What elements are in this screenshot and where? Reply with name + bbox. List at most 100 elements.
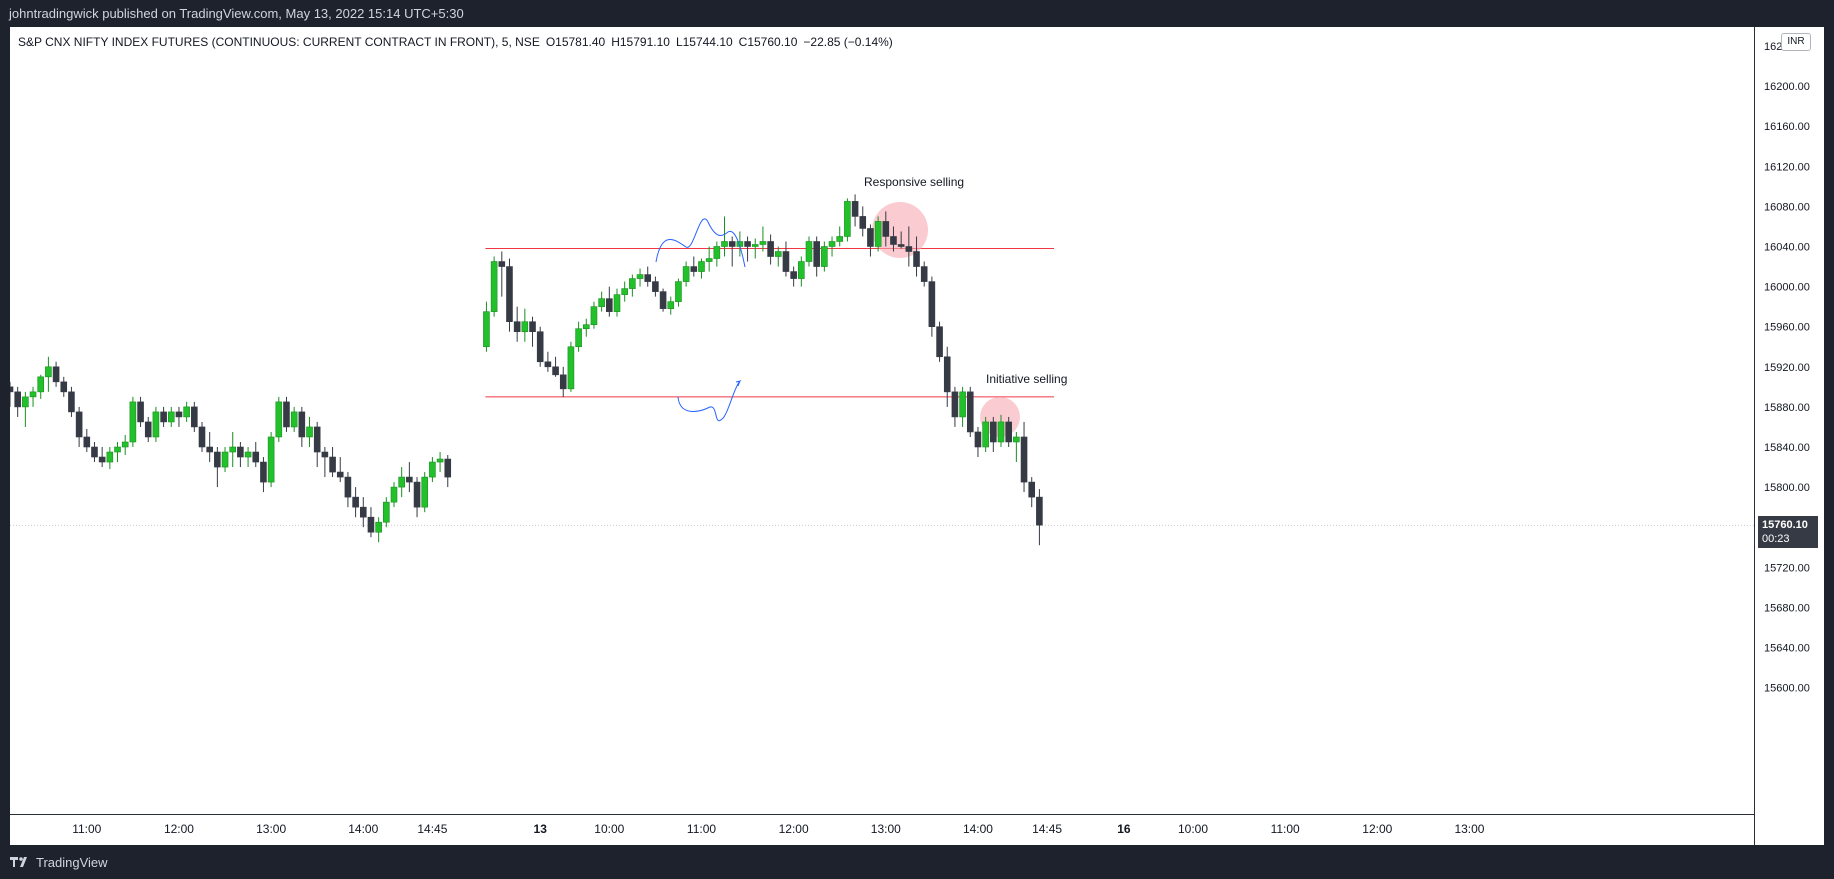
- candle-body-down: [536, 331, 544, 363]
- candle-body-down: [905, 246, 913, 252]
- candle-body-down: [744, 241, 751, 247]
- candle: [1013, 431, 1020, 463]
- candle: [290, 406, 298, 432]
- candle: [398, 467, 405, 498]
- candle-body-up: [290, 411, 298, 428]
- candle-body-down: [329, 456, 336, 473]
- candle-body-down: [867, 228, 874, 247]
- candle-body-down: [529, 321, 536, 333]
- price-tick-label: 15720.00: [1764, 562, 1810, 574]
- candle: [214, 447, 221, 488]
- price-tick-label: 16120.00: [1764, 161, 1810, 173]
- candle-body-up: [375, 521, 382, 533]
- candle: [206, 431, 213, 463]
- candle-body-down: [1020, 436, 1028, 483]
- candle-body-up: [821, 246, 828, 267]
- time-axis[interactable]: 11:00 12:00 13:00 14:00 14:45 13 10:00 11:00 12:…: [10, 814, 1754, 845]
- price-tick-label: 15680.00: [1764, 602, 1810, 614]
- candle-body-up: [29, 391, 37, 398]
- candle: [836, 226, 844, 247]
- candle: [913, 236, 920, 277]
- candle-body-up: [398, 476, 405, 488]
- chart-annotation[interactable]: Responsive selling: [864, 175, 964, 189]
- candle-body-up: [221, 451, 229, 468]
- candle: [990, 416, 997, 453]
- candle: [813, 236, 820, 277]
- candle: [229, 431, 237, 468]
- candle: [867, 224, 874, 257]
- candle-body-down: [83, 436, 91, 448]
- candle: [544, 351, 552, 372]
- price-tick-label: 15600.00: [1764, 683, 1810, 695]
- candle-body-up: [575, 328, 582, 348]
- candle: [552, 356, 559, 377]
- candle-body-up: [759, 241, 767, 245]
- candle-body-down: [413, 481, 421, 508]
- candle: [728, 236, 736, 267]
- candle-body-up: [383, 501, 390, 523]
- candle: [152, 406, 160, 442]
- symbol-name[interactable]: S&P CNX NIFTY INDEX FUTURES (CONTINUOUS:…: [18, 35, 540, 49]
- candle: [936, 321, 943, 362]
- time-tick-label: 13:00: [1454, 822, 1484, 836]
- currency-badge[interactable]: INR: [1781, 33, 1811, 51]
- time-tick-label: 14:00: [963, 822, 993, 836]
- candle-body-down: [444, 458, 452, 478]
- candle-body-down: [782, 251, 790, 272]
- candle: [260, 457, 267, 493]
- candle: [844, 198, 851, 242]
- candle-body-up: [636, 274, 644, 279]
- chart-annotation[interactable]: Initiative selling: [986, 372, 1067, 386]
- candle: [851, 194, 859, 227]
- chart-legend: S&P CNX NIFTY INDEX FUTURES (CONTINUOUS:…: [18, 35, 899, 49]
- candle-body-down: [336, 471, 344, 478]
- candle-body-up: [582, 324, 590, 330]
- ohlc-open: O15781.40: [545, 35, 606, 49]
- candle: [429, 457, 436, 483]
- candle: [83, 428, 91, 453]
- time-tick-label: 13:00: [256, 822, 286, 836]
- price-axis[interactable]: 15600.0015640.0015680.0015720.0015760.00…: [1754, 27, 1824, 845]
- candle-body-up: [521, 321, 529, 333]
- candle-body-up: [183, 406, 190, 418]
- candle: [774, 246, 782, 267]
- candle-body-up: [267, 436, 275, 483]
- candle: [782, 241, 790, 277]
- candle: [951, 386, 959, 427]
- candle-body-down: [943, 356, 951, 393]
- candlestick-chart[interactable]: Responsive selling Initiative selling: [10, 27, 1754, 814]
- candle-body-down: [260, 461, 267, 483]
- candle: [298, 406, 306, 447]
- candle: [744, 236, 751, 262]
- candle: [606, 286, 613, 317]
- candle: [659, 288, 667, 312]
- candle-body-down: [60, 381, 68, 393]
- candle-body-down: [513, 321, 521, 333]
- candle-body-down: [890, 236, 897, 245]
- candle: [613, 288, 621, 317]
- candle-body-down: [552, 366, 559, 376]
- candle-body-down: [1028, 481, 1036, 498]
- candle: [367, 507, 375, 538]
- tradingview-footer: TradingView: [0, 845, 1834, 879]
- candle: [144, 416, 152, 442]
- candle-body-down: [652, 281, 659, 292]
- candle: [721, 216, 728, 257]
- candle-body-up: [805, 241, 813, 262]
- drawn-wave-lower[interactable]: [677, 380, 742, 422]
- candle-body-down: [644, 274, 652, 282]
- candle: [582, 318, 590, 337]
- drawn-wave-upper[interactable]: [655, 218, 746, 268]
- candle: [336, 457, 344, 483]
- candle: [436, 452, 444, 473]
- plot-area[interactable]: Responsive selling Initiative selling S&P…: [10, 27, 1754, 814]
- last-price-value: 15760.10: [1762, 519, 1808, 532]
- candle: [567, 341, 575, 392]
- tradingview-brand: TradingView: [36, 854, 108, 870]
- candle: [713, 241, 721, 267]
- candle-body-down: [352, 496, 359, 508]
- candle: [629, 274, 636, 297]
- candle-body-down: [690, 266, 698, 272]
- candle: [759, 226, 767, 252]
- price-tick-label: 15880.00: [1764, 402, 1810, 414]
